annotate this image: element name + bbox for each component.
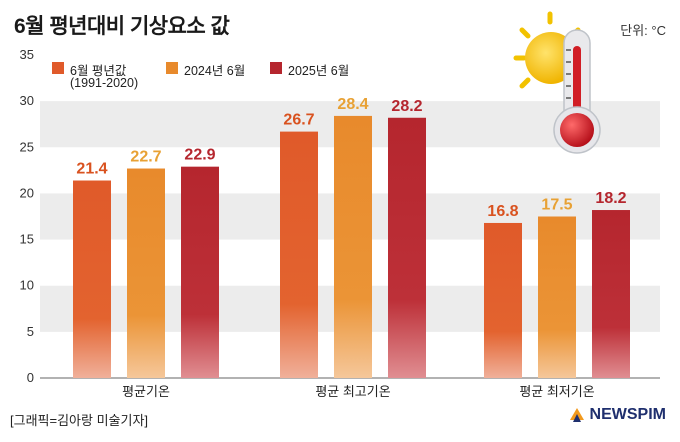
y-tick-label: 30 — [20, 93, 34, 108]
bar-value-label: 28.2 — [391, 98, 422, 115]
graphic-credit: [그래픽=김아랑 미술기자] — [10, 413, 149, 428]
y-tick-label: 25 — [20, 139, 34, 154]
bar — [73, 180, 111, 378]
bar-value-label: 22.7 — [130, 149, 161, 166]
y-tick-label: 0 — [27, 370, 34, 385]
thermometer-icon — [553, 29, 601, 154]
legend-sublabel: (1991-2020) — [70, 76, 139, 90]
sun-thermometer-illustration — [513, 11, 601, 154]
bar — [334, 115, 372, 378]
bar-value-label: 18.2 — [595, 190, 626, 207]
bar-value-label: 26.7 — [283, 112, 314, 129]
y-tick-label: 10 — [20, 278, 34, 293]
y-tick-label: 35 — [20, 47, 34, 62]
bar — [538, 216, 576, 378]
unit-label: 단위: °C — [620, 23, 666, 38]
y-tick-label: 20 — [20, 185, 34, 200]
chart-title: 6월 평년대비 기상요소 값 — [14, 15, 230, 38]
bar — [388, 117, 426, 379]
bar-value-label: 21.4 — [76, 161, 107, 178]
logo-icon — [569, 408, 584, 422]
y-tick-label: 15 — [20, 232, 34, 247]
bar — [181, 166, 219, 378]
bar — [484, 222, 522, 378]
legend-swatch — [166, 62, 178, 74]
bar-value-label: 22.9 — [184, 147, 215, 164]
newspim-logo: NEWSPIM — [568, 406, 666, 424]
y-tick-label: 5 — [27, 324, 34, 339]
bar — [280, 131, 318, 378]
legend-swatch — [270, 62, 282, 74]
x-category-label: 평균기온 — [122, 384, 170, 399]
x-category-label: 평균 최고기온 — [315, 384, 390, 399]
bar-value-label: 16.8 — [487, 203, 518, 220]
legend-label: 6월 평년값 — [70, 64, 127, 78]
x-category-label: 평균 최저기온 — [519, 384, 594, 399]
legend-label: 2024년 6월 — [184, 64, 246, 78]
bar-value-label: 28.4 — [337, 96, 368, 113]
legend-swatch — [52, 62, 64, 74]
bar — [592, 210, 630, 378]
logo-text: NEWSPIM — [589, 406, 666, 423]
bar — [127, 168, 165, 378]
legend-label: 2025년 6월 — [288, 64, 350, 78]
bar-value-label: 17.5 — [541, 197, 572, 214]
